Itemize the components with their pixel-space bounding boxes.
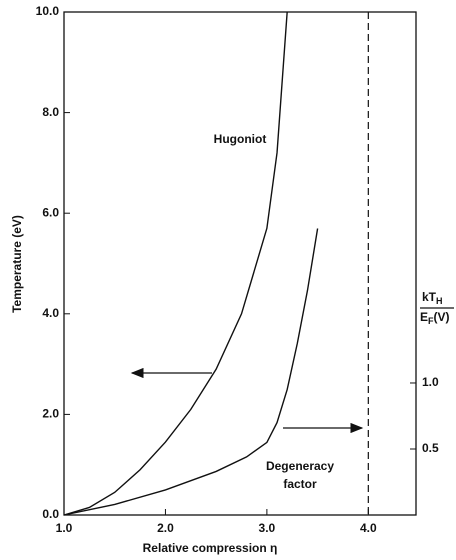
y-tick-label: 6.0: [42, 205, 59, 219]
y-tick-label: 10.0: [36, 4, 60, 18]
x-tick-label: 1.0: [56, 521, 73, 535]
series-line: [63, 11, 288, 516]
y-tick-label: 8.0: [42, 105, 59, 119]
y-tick-label: 2.0: [42, 407, 59, 421]
series-line: [63, 228, 319, 516]
x-tick-label: 2.0: [157, 521, 174, 535]
y2-axis-label: kTH: [422, 290, 443, 306]
x-axis-label: Relative compression η: [143, 541, 278, 555]
y2-axis-label: EF(V): [420, 310, 450, 326]
y-tick-label: 0.0: [42, 507, 59, 521]
annotation: Hugoniot: [214, 132, 267, 146]
y2-tick-label: 0.5: [422, 441, 439, 455]
x-tick-label: 3.0: [259, 521, 276, 535]
x-tick-label: 4.0: [360, 521, 377, 535]
plot-frame: [63, 11, 417, 516]
y-tick-label: 4.0: [42, 306, 59, 320]
y-axis-label: Temperature (eV): [10, 215, 24, 313]
annotation: Degeneracy: [266, 459, 334, 473]
y2-tick-label: 1.0: [422, 375, 439, 389]
annotation: factor: [283, 477, 317, 491]
